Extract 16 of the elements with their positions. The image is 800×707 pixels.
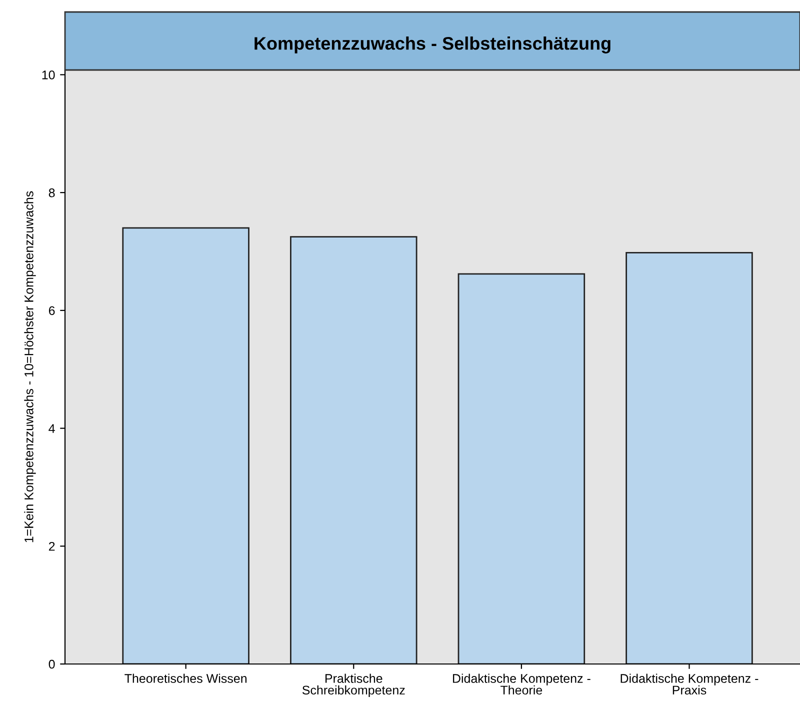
x-tick-label: Praktische Schreibkompetenz bbox=[302, 674, 405, 698]
y-tick-label: 0 bbox=[48, 660, 55, 669]
bar bbox=[122, 227, 250, 664]
y-tick-label: 2 bbox=[48, 542, 55, 551]
x-tick-label: Theoretisches Wissen bbox=[124, 674, 246, 683]
y-axis-title: 1=Kein Kompetenzzuwachs - 10=Höchster Kompetenzzuwachs bbox=[24, 191, 36, 542]
y-tick-label: 4 bbox=[48, 424, 55, 433]
bar bbox=[626, 252, 753, 664]
bar bbox=[458, 273, 586, 664]
y-tick-label: 8 bbox=[48, 188, 55, 198]
x-tick-label: Didaktische Kompetenz - Praxis bbox=[620, 674, 758, 695]
chart-title: Kompetenzzuwachs - Selbsteinschätzung bbox=[254, 36, 610, 54]
x-tick-label: Didaktische Kompetenz - Theorie bbox=[452, 674, 590, 695]
y-tick-label: 10 bbox=[42, 70, 55, 80]
bar bbox=[290, 236, 418, 664]
y-tick-label: 6 bbox=[48, 306, 55, 316]
